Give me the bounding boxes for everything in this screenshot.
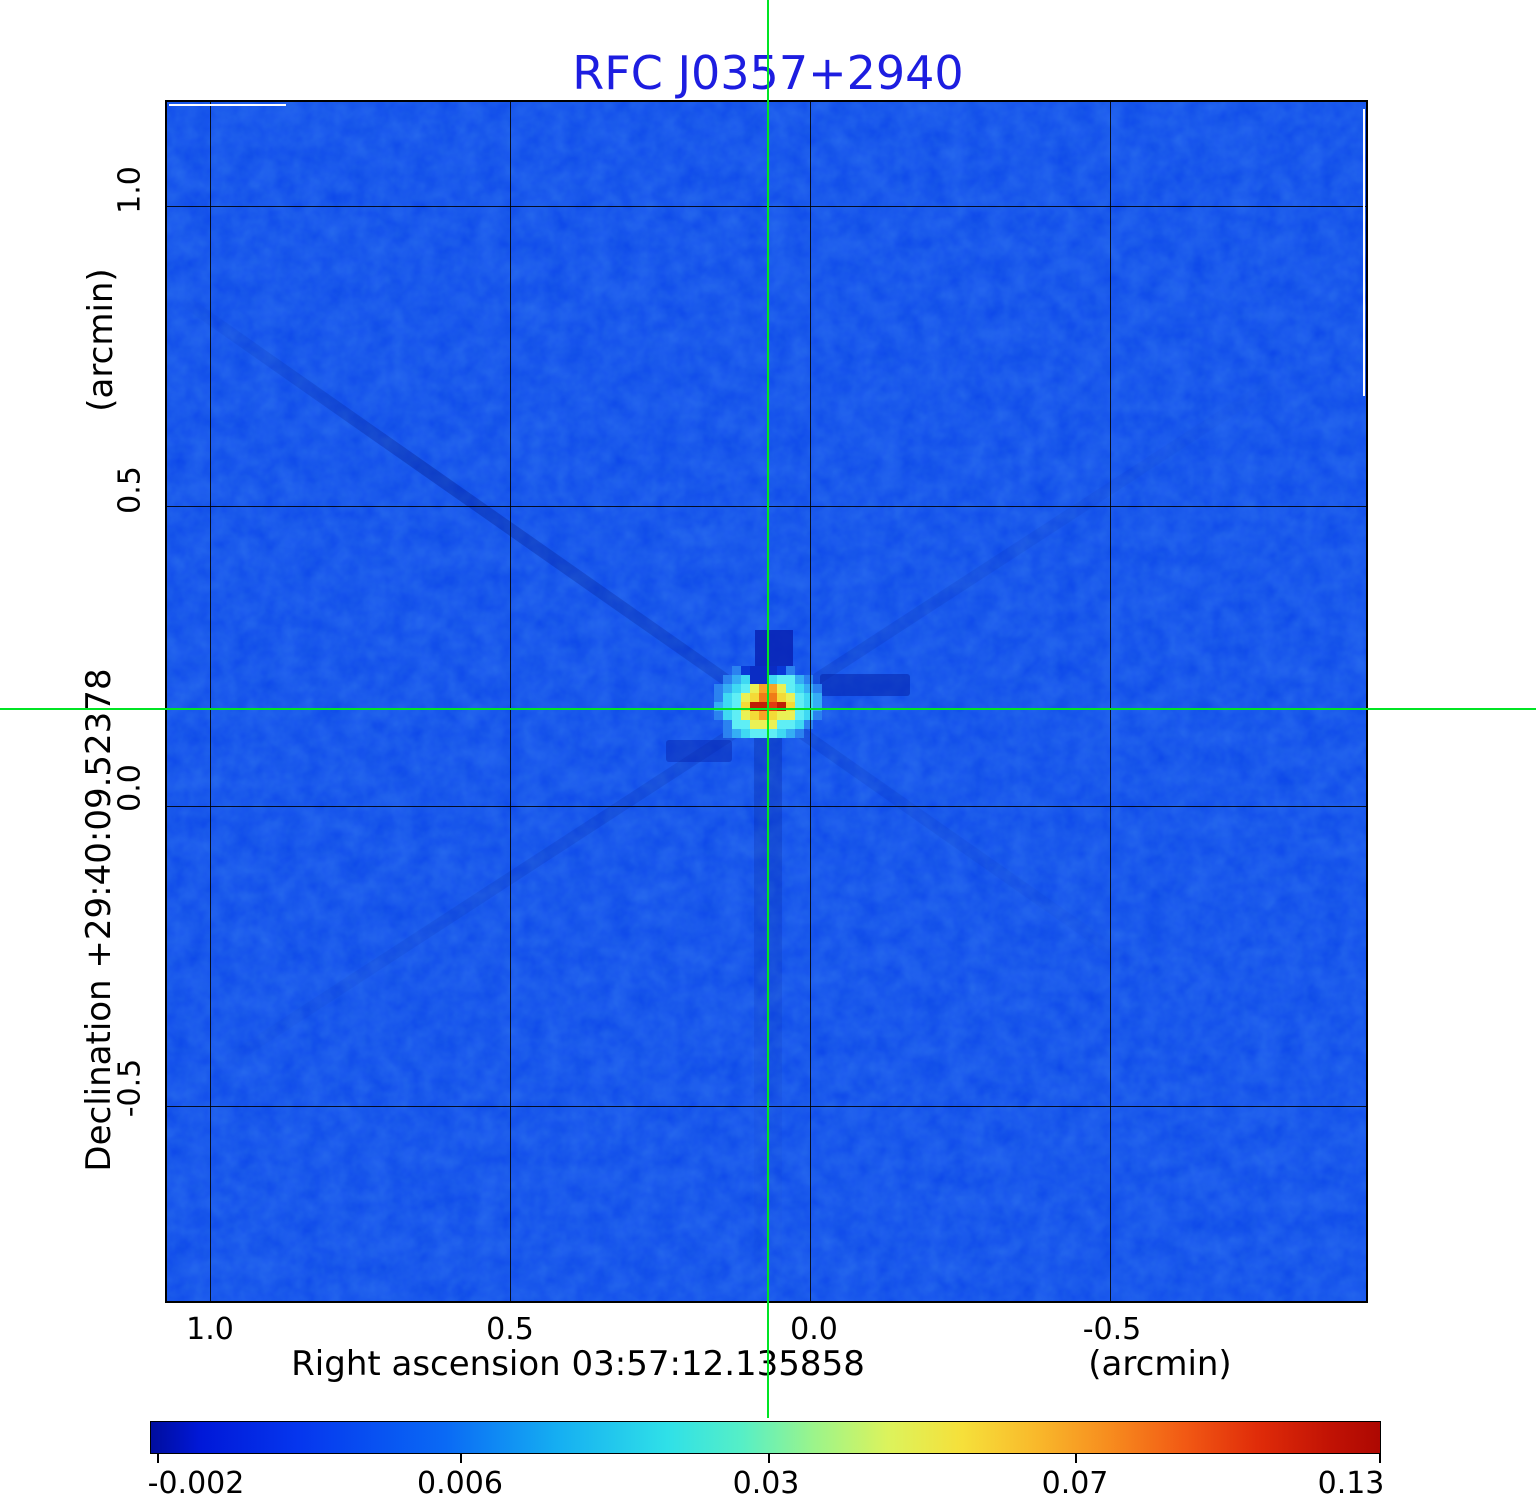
- grid-line-horizontal: [167, 506, 1366, 507]
- x-tick-label: 0.5: [486, 1312, 534, 1347]
- colorbar-tick-mark: [157, 1454, 159, 1463]
- colorbar-tick-mark: [460, 1454, 462, 1463]
- x-axis-unit-label: (arcmin): [1088, 1344, 1232, 1384]
- y-tick-label: 0.0: [112, 764, 148, 812]
- colorbar-tick-label: 0.13: [1317, 1466, 1385, 1501]
- colorbar-tick-label: 0.07: [1041, 1466, 1109, 1501]
- y-axis-unit-label: (arcmin): [81, 268, 121, 412]
- colorbar-tick-mark: [1379, 1454, 1381, 1463]
- grid-line-horizontal: [167, 1106, 1366, 1107]
- colorbar-tick-mark: [768, 1454, 770, 1463]
- colorbar-tick-label: 0.03: [732, 1466, 800, 1501]
- central-source: [714, 666, 822, 738]
- grid-line-horizontal: [167, 206, 1366, 207]
- grid-line-vertical: [510, 102, 511, 1301]
- colorbar-tick-label: 0.006: [417, 1466, 503, 1501]
- x-tick-label: -0.5: [1082, 1312, 1142, 1347]
- colorbar-tick-mark: [1075, 1454, 1077, 1463]
- grid-line-vertical: [1110, 102, 1111, 1301]
- artifact-line-top-left: [169, 104, 286, 106]
- grid-line-vertical: [210, 102, 211, 1301]
- artifact-line-right: [1363, 109, 1365, 396]
- x-axis-title: Right ascension 03:57:12.135858: [291, 1344, 865, 1384]
- y-tick-label: -0.5: [112, 1058, 148, 1118]
- colorbar-tick-label: -0.002: [147, 1466, 245, 1501]
- x-tick-label: 0.0: [790, 1312, 838, 1347]
- x-tick-label: 1.0: [186, 1312, 234, 1347]
- grid-line-horizontal: [167, 806, 1366, 807]
- crosshair-vertical-line: [767, 0, 769, 1418]
- grid-line-vertical: [810, 102, 811, 1301]
- y-tick-label: 0.5: [112, 466, 148, 514]
- colorbar: [150, 1421, 1381, 1454]
- sky-map-panel: [165, 100, 1368, 1303]
- y-tick-label: 1.0: [112, 166, 148, 214]
